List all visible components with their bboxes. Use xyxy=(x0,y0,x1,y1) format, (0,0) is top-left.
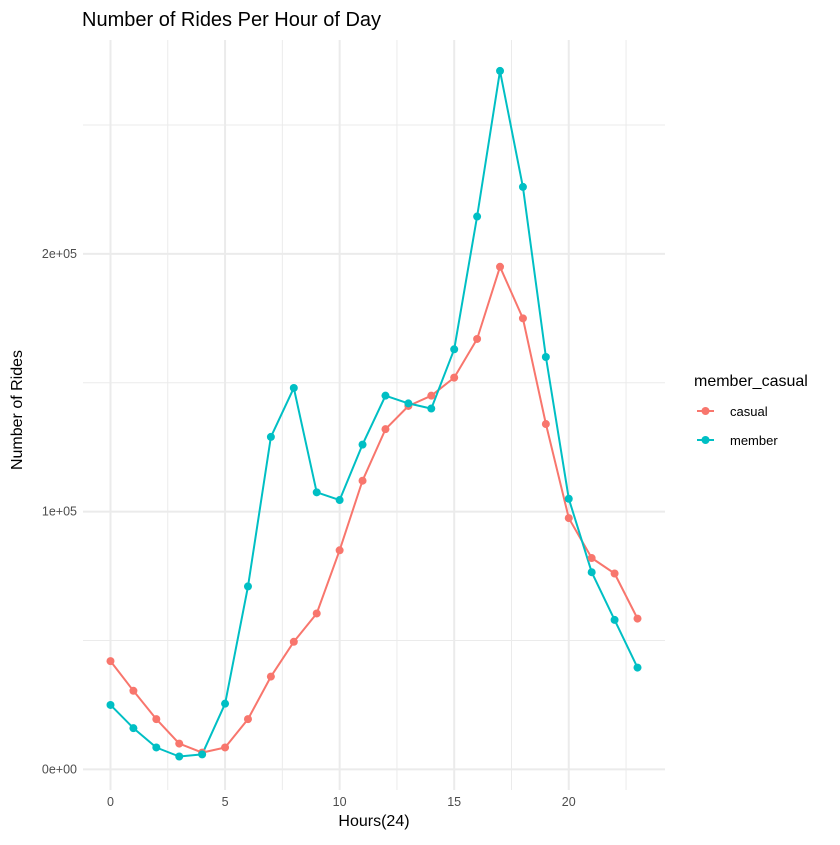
data-point-member xyxy=(266,432,275,441)
data-point-member xyxy=(106,700,115,709)
data-point-member xyxy=(381,391,390,400)
data-point-member xyxy=(152,743,161,752)
legend-label-casual: casual xyxy=(730,404,768,419)
y-axis-label: Number of Rides xyxy=(9,350,26,470)
data-point-member xyxy=(518,182,527,191)
y-tick-label: 0e+00 xyxy=(42,762,77,776)
x-tick-label: 5 xyxy=(222,795,229,809)
series-layer xyxy=(106,66,642,761)
data-point-casual xyxy=(564,514,573,523)
grid xyxy=(83,40,665,790)
data-point-member xyxy=(450,345,459,354)
data-point-member xyxy=(335,496,344,505)
data-point-member xyxy=(289,383,298,392)
legend-items: casual member xyxy=(697,404,778,448)
data-point-casual xyxy=(587,554,596,563)
data-point-casual xyxy=(633,614,642,623)
data-point-casual xyxy=(473,334,482,343)
data-point-casual xyxy=(243,715,252,724)
x-axis-label: Hours(24) xyxy=(338,813,409,830)
x-tick-label: 15 xyxy=(447,795,461,809)
legend: member_casual casual member xyxy=(694,373,808,448)
y-tick-label: 1e+05 xyxy=(42,505,77,519)
data-point-casual xyxy=(450,373,459,382)
axes: 0e+00 1e+05 2e+05 0 5 10 15 20 xyxy=(42,247,576,809)
legend-key-point-member xyxy=(701,436,710,444)
data-point-member xyxy=(221,699,230,708)
x-tick-label: 10 xyxy=(333,795,347,809)
chart-title: Number of Rides Per Hour of Day xyxy=(82,9,381,31)
x-tick-label: 0 xyxy=(107,795,114,809)
data-point-casual xyxy=(221,743,230,752)
data-point-member xyxy=(610,615,619,624)
data-point-member xyxy=(633,663,642,672)
data-point-casual xyxy=(175,739,184,748)
data-point-casual xyxy=(312,609,321,618)
data-point-casual xyxy=(106,657,115,666)
y-tick-label: 2e+05 xyxy=(42,247,77,261)
data-point-casual xyxy=(335,546,344,555)
data-point-member xyxy=(312,488,321,497)
data-point-casual xyxy=(266,672,275,681)
data-point-casual xyxy=(496,262,505,271)
data-point-member xyxy=(541,353,550,362)
legend-title: member_casual xyxy=(694,373,808,390)
data-point-casual xyxy=(610,569,619,578)
data-point-member xyxy=(175,752,184,761)
data-point-casual xyxy=(381,425,390,434)
data-point-member xyxy=(243,582,252,591)
series-line-member xyxy=(109,69,639,758)
data-point-member xyxy=(404,399,413,408)
data-point-member xyxy=(473,212,482,221)
data-point-member xyxy=(587,568,596,577)
data-point-casual xyxy=(129,686,138,695)
data-point-member xyxy=(198,750,207,759)
data-point-casual xyxy=(427,391,436,400)
series-line-casual xyxy=(109,265,639,754)
data-point-casual xyxy=(518,314,527,323)
data-point-casual xyxy=(152,715,161,724)
legend-label-member: member xyxy=(730,433,778,448)
x-tick-label: 20 xyxy=(562,795,576,809)
data-point-member xyxy=(427,404,436,413)
data-point-member xyxy=(496,66,505,75)
data-point-casual xyxy=(358,476,367,485)
data-point-casual xyxy=(289,637,298,646)
data-point-member xyxy=(358,440,367,449)
legend-key-point-casual xyxy=(701,407,710,415)
data-point-casual xyxy=(541,420,550,429)
data-point-member xyxy=(564,494,573,503)
data-point-member xyxy=(129,724,138,733)
